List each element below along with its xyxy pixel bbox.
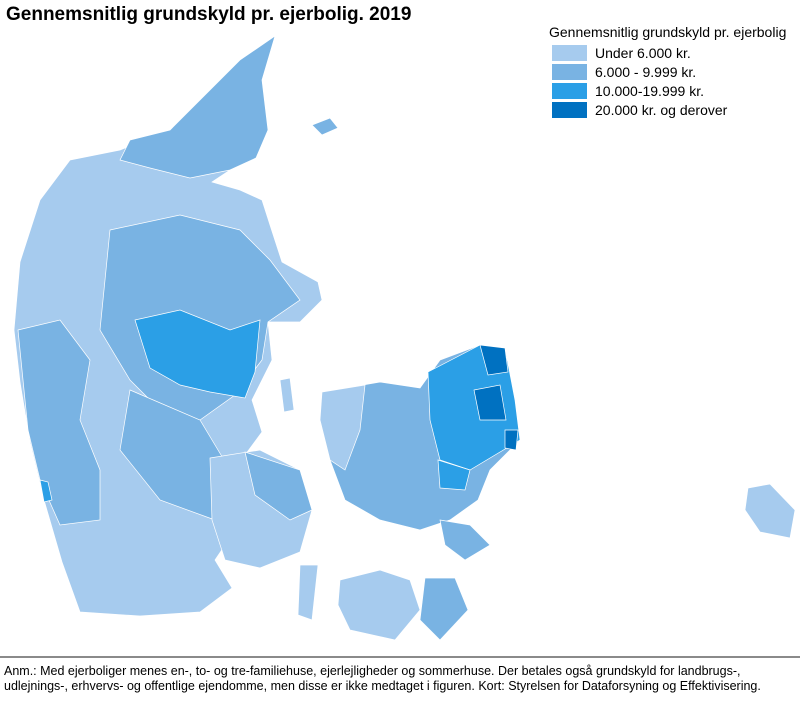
region-copenhagen-north-top	[479, 344, 509, 376]
legend: Gennemsnitlig grundskyld pr. ejerbolig U…	[549, 24, 786, 119]
region-bornholm	[744, 483, 796, 539]
region-copenhagen-top	[473, 384, 507, 421]
region-amager-top	[504, 429, 519, 451]
region-langeland	[297, 564, 319, 621]
region-fanoe-high	[39, 479, 53, 503]
legend-swatch	[552, 63, 587, 80]
denmark-choropleth-map	[13, 35, 796, 641]
legend-label: 20.000 kr. og derover	[595, 101, 728, 118]
region-west-jutland-mid	[17, 319, 101, 526]
region-lolland	[337, 569, 421, 641]
legend-item: 20.000 kr. og derover	[552, 100, 786, 119]
legend-swatch	[552, 82, 587, 99]
region-west-zealand-light	[319, 384, 366, 471]
divider	[0, 656, 800, 658]
region-aarhus-area-high	[134, 309, 261, 399]
region-falster	[419, 577, 469, 641]
legend-item: 6.000 - 9.999 kr.	[552, 62, 786, 81]
map-title: Gennemsnitlig grundskyld pr. ejerbolig. …	[6, 4, 412, 25]
region-samsoe	[279, 377, 295, 413]
legend-label: Under 6.000 kr.	[595, 44, 691, 61]
region-funen-mid	[244, 451, 313, 521]
legend-label: 6.000 - 9.999 kr.	[595, 63, 697, 80]
legend-item: 10.000-19.999 kr.	[552, 81, 786, 100]
legend-swatch	[552, 101, 587, 118]
region-moen	[439, 519, 491, 561]
legend-title: Gennemsnitlig grundskyld pr. ejerbolig	[549, 24, 787, 40]
region-koege-high	[437, 459, 471, 491]
legend-label: 10.000-19.999 kr.	[595, 82, 704, 99]
region-laesoe	[311, 117, 339, 136]
footnote: Anm.: Med ejerboliger menes en-, to- og …	[4, 664, 761, 693]
region-north-jutland-mid	[119, 35, 276, 179]
legend-item: Under 6.000 kr.	[552, 43, 786, 62]
legend-swatch	[552, 44, 587, 61]
